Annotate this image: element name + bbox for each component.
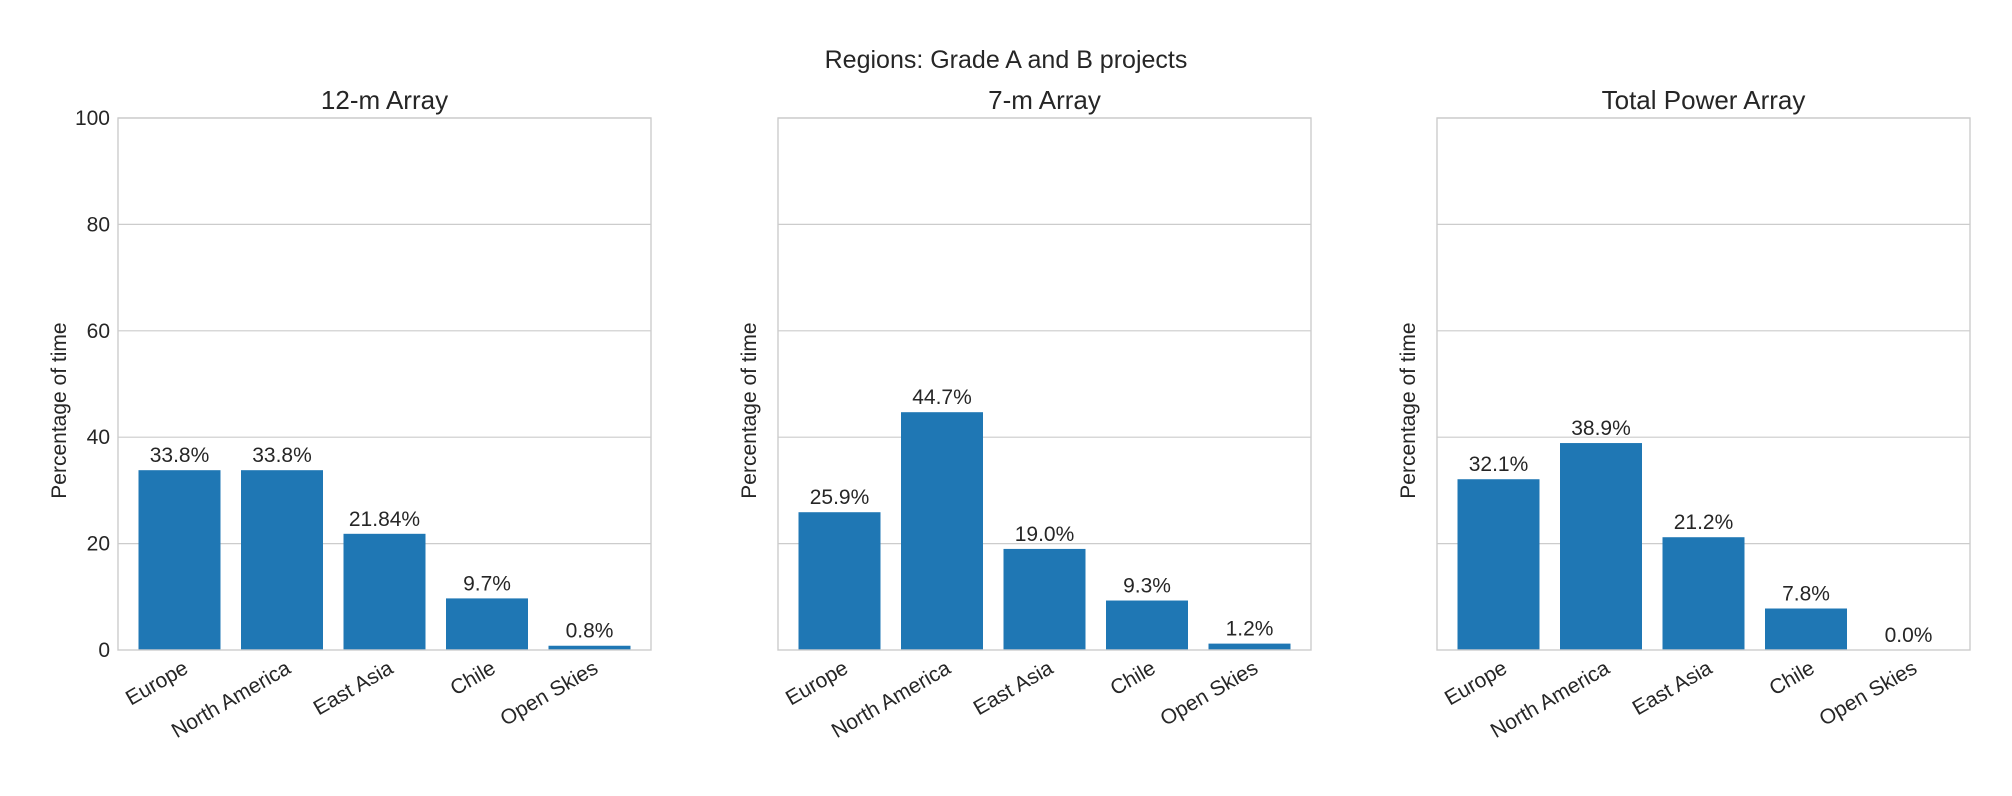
bar-chile [1765, 608, 1847, 650]
panel-title: 12-m Array [321, 85, 448, 115]
y-tick-label: 60 [87, 320, 110, 343]
plot-frame [117, 117, 652, 651]
y-tick-label: 40 [87, 426, 110, 449]
bar-north-america [241, 470, 323, 650]
bar-east-asia [343, 533, 426, 650]
bar-chile [1106, 600, 1188, 650]
y-axis-label: Percentage of time [738, 322, 761, 498]
x-tick-label: Europe [122, 656, 192, 710]
x-tick-label: Chile [1107, 656, 1160, 700]
x-tick-label: Open Skies [1156, 656, 1262, 730]
bar-open-skies [1208, 643, 1291, 650]
y-tick-label: 20 [87, 533, 110, 556]
bar-value-label: 32.1% [1469, 453, 1529, 476]
figure-suptitle: Regions: Grade A and B projects [825, 46, 1188, 74]
bar-value-label: 21.2% [1674, 511, 1734, 534]
bar-east-asia [1003, 548, 1086, 650]
bar-value-label: 44.7% [912, 386, 972, 409]
x-tick-label: Chile [1766, 656, 1819, 700]
x-tick-label: Chile [447, 656, 500, 700]
y-axis-label: Percentage of time [48, 322, 71, 498]
panel-title: 7-m Array [988, 85, 1101, 115]
bar-chile [446, 598, 528, 650]
bar-value-label: 19.0% [1015, 523, 1075, 546]
x-tick-label: Europe [1441, 656, 1511, 710]
bar-europe [1457, 479, 1540, 650]
bar-east-asia [1662, 537, 1745, 650]
plot-frame [1436, 117, 1971, 651]
bar-value-label: 7.8% [1782, 583, 1830, 606]
x-tick-label: East Asia [970, 656, 1058, 720]
bar-value-label: 1.2% [1226, 618, 1274, 641]
bar-europe [138, 470, 221, 650]
x-tick-label: Open Skies [496, 656, 602, 730]
bar-value-label: 9.7% [463, 572, 511, 595]
bar-value-label: 33.8% [252, 444, 312, 467]
plot-frame [777, 117, 1312, 651]
y-axis-label: Percentage of time [1397, 322, 1420, 498]
bar-value-label: 38.9% [1571, 417, 1631, 440]
x-tick-label: East Asia [310, 656, 398, 720]
bar-value-label: 33.8% [150, 444, 210, 467]
panel-title: Total Power Array [1602, 85, 1806, 115]
bar-open-skies [548, 645, 631, 650]
bar-value-label: 25.9% [810, 486, 870, 509]
bar-value-label: 0.8% [566, 620, 614, 643]
bar-value-label: 9.3% [1123, 575, 1171, 598]
x-tick-label: East Asia [1629, 656, 1717, 720]
bar-value-label: 21.84% [349, 508, 420, 531]
bar-north-america [901, 412, 983, 650]
x-tick-label: Europe [782, 656, 852, 710]
bar-value-label: 0.0% [1885, 624, 1933, 647]
y-tick-label: 0 [98, 639, 110, 662]
bar-north-america [1560, 443, 1642, 650]
x-tick-label: Open Skies [1815, 656, 1921, 730]
bar-europe [798, 512, 881, 650]
y-tick-label: 80 [87, 213, 110, 236]
y-tick-label: 100 [75, 107, 110, 130]
